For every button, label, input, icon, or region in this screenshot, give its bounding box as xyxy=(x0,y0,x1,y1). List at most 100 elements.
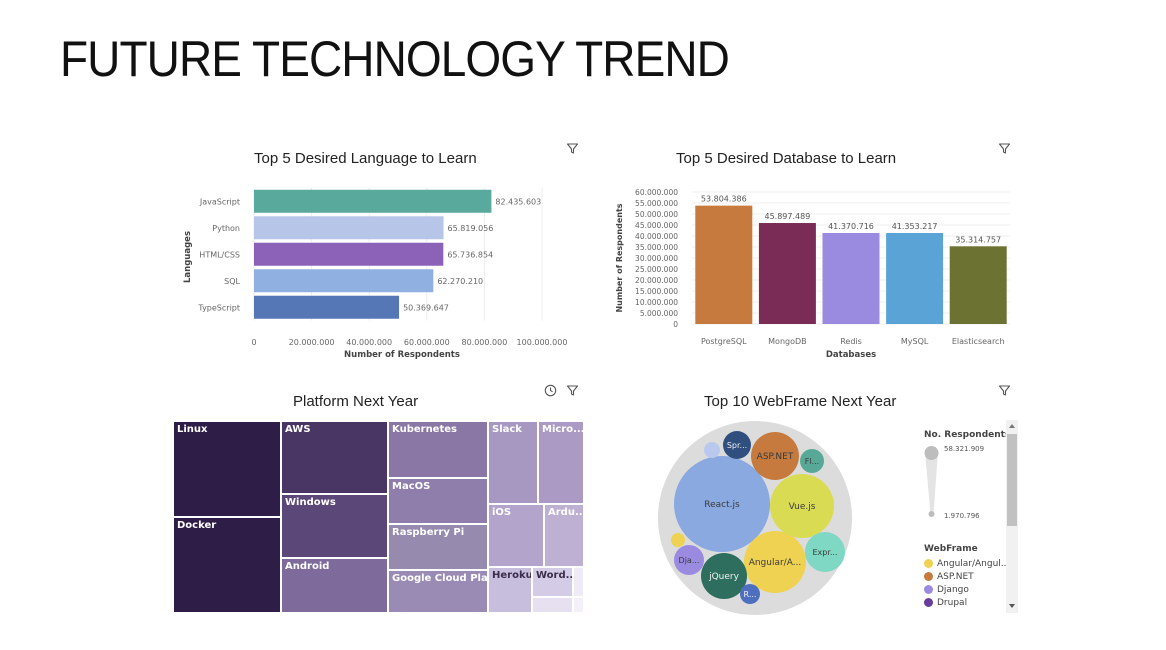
bubble xyxy=(671,533,685,547)
bubble-label: ASP.NET xyxy=(757,452,794,462)
filter-icon[interactable] xyxy=(566,142,579,155)
y-axis-label: Number of Respondents xyxy=(615,203,624,312)
webframe-bubble-title: Top 10 WebFrame Next Year xyxy=(704,393,897,410)
x-tick-label: PostgreSQL xyxy=(701,337,747,346)
bubble xyxy=(805,532,845,572)
y-tick-label: 40.000.000 xyxy=(635,232,678,241)
treemap-cell[interactable]: Windows xyxy=(281,494,388,558)
filter-icon[interactable] xyxy=(998,384,1011,397)
treemap-cell[interactable]: MacOS xyxy=(388,478,488,524)
treemap-cell[interactable]: Docker xyxy=(173,517,281,613)
data-label: 62.270.210 xyxy=(437,277,483,286)
bubble-label: Dja... xyxy=(679,556,700,565)
bubble xyxy=(751,432,799,480)
bubble-label: Angular/A... xyxy=(749,558,802,568)
y-tick-label: HTML/CSS xyxy=(199,250,240,259)
treemap-label: AWS xyxy=(285,424,311,435)
treemap-cell[interactable] xyxy=(532,597,573,613)
size-legend-title: No. Respondents xyxy=(924,430,1006,440)
size-legend-glyph xyxy=(924,446,939,517)
treemap-cell[interactable]: Ardu... xyxy=(544,504,584,567)
scrollbar-thumb[interactable] xyxy=(1007,434,1017,526)
treemap-cell[interactable]: Android xyxy=(281,558,388,613)
legend-label: Django xyxy=(937,584,969,595)
treemap-cell[interactable]: Slack xyxy=(488,421,538,504)
language-chart-panel: Top 5 Desired Language to Learn 0 20.000.… xyxy=(170,140,590,370)
legend-scrollbar[interactable] xyxy=(1006,420,1018,613)
data-label: 41.370.716 xyxy=(828,222,874,231)
bubble-label: Spr... xyxy=(727,441,747,450)
legend-swatch xyxy=(924,572,933,581)
language-bar-chart: 0 20.000.000 40.000.000 60.000.000 80.000.00… xyxy=(183,188,567,360)
data-label: 35.314.757 xyxy=(955,235,1001,244)
y-tick-label: 15.000.000 xyxy=(635,287,678,296)
treemap-cell[interactable] xyxy=(573,567,584,597)
y-tick-label: TypeScript xyxy=(197,303,240,312)
y-tick-label: 10.000.000 xyxy=(635,298,678,307)
treemap-label: Kubernetes xyxy=(392,424,457,435)
treemap-label: Windows xyxy=(285,497,336,508)
y-tick-label: 50.000.000 xyxy=(635,210,678,219)
chevron-down-icon[interactable] xyxy=(1009,604,1015,608)
treemap-cell[interactable]: Kubernetes xyxy=(388,421,488,478)
language-chart-title: Top 5 Desired Language to Learn xyxy=(254,150,477,167)
y-tick-label: 45.000.000 xyxy=(635,221,678,230)
data-label: 65.819.056 xyxy=(448,224,494,233)
legend-item[interactable]: Drupal xyxy=(924,596,1006,609)
legend-label: Drupal xyxy=(937,597,968,608)
chevron-up-icon[interactable] xyxy=(1009,424,1015,428)
y-tick-label: Python xyxy=(212,224,240,233)
treemap-cell[interactable]: Heroku xyxy=(488,567,532,613)
treemap-cell[interactable]: AWS xyxy=(281,421,388,494)
clock-icon[interactable] xyxy=(544,384,557,397)
data-label: 82.435.603 xyxy=(495,197,541,206)
x-tick-label: MongoDB xyxy=(768,337,807,346)
filter-icon[interactable] xyxy=(998,142,1011,155)
bar xyxy=(254,295,400,319)
platform-treemap: Linux Docker AWS Windows Android Kubernetes Ma… xyxy=(173,421,584,613)
legend-swatch xyxy=(924,598,933,607)
treemap-cell[interactable]: Raspberry Pi xyxy=(388,524,488,570)
y-tick-label: 30.000.000 xyxy=(635,254,678,263)
data-label: 41.353.217 xyxy=(892,222,938,231)
bar xyxy=(886,233,944,324)
bubble-label: R... xyxy=(744,590,757,599)
treemap-cell[interactable] xyxy=(573,597,584,613)
bar xyxy=(254,216,444,240)
bubble xyxy=(770,474,834,538)
treemap-label: iOS xyxy=(492,507,512,518)
bubble xyxy=(744,531,806,593)
platform-treemap-panel: Platform Next Year Linux Docker AWS Windows… xyxy=(170,380,590,620)
legend-label: ASP.NET xyxy=(937,571,974,582)
y-tick-label: 60.000.000 xyxy=(635,188,678,197)
bubble xyxy=(740,584,760,604)
treemap-cell[interactable]: Linux xyxy=(173,421,281,517)
x-axis-label: Number of Respondents xyxy=(344,350,460,360)
y-tick-label: 0 xyxy=(673,320,678,329)
treemap-label: Raspberry Pi xyxy=(392,527,465,538)
bubble xyxy=(723,431,751,459)
bubble-label: Vue.js xyxy=(789,502,816,512)
y-tick-label: 35.000.000 xyxy=(635,243,678,252)
treemap-label: Ardu... xyxy=(548,507,584,518)
database-chart-title: Top 5 Desired Database to Learn xyxy=(676,150,897,167)
data-label: 45.897.489 xyxy=(764,212,810,221)
filter-icon[interactable] xyxy=(566,384,579,397)
webframe-bubble-panel: Top 10 WebFrame Next Year React.js Angula… xyxy=(600,380,1020,620)
treemap-cell[interactable]: Word... xyxy=(532,567,573,597)
x-tick-label: Redis xyxy=(840,337,862,346)
legend-item[interactable]: Django xyxy=(924,583,1006,596)
bubble xyxy=(800,449,824,473)
treemap-cell[interactable]: Micro... xyxy=(538,421,584,504)
treemap-label: Google Cloud Pla... xyxy=(392,573,488,584)
legend-item[interactable]: ASP.NET xyxy=(924,570,1006,583)
color-legend-items: Angular/Angul... ASP.NET Django Drupal xyxy=(924,557,1006,609)
treemap-cell[interactable]: iOS xyxy=(488,504,544,567)
treemap-cell[interactable]: Google Cloud Pla... xyxy=(388,570,488,613)
bar xyxy=(695,205,753,324)
treemap-label: Linux xyxy=(177,424,208,435)
x-tick-label: 40.000.000 xyxy=(346,338,392,347)
bar xyxy=(949,246,1007,324)
size-legend-min: 1.970.796 xyxy=(944,512,980,520)
legend-item[interactable]: Angular/Angul... xyxy=(924,557,1006,570)
